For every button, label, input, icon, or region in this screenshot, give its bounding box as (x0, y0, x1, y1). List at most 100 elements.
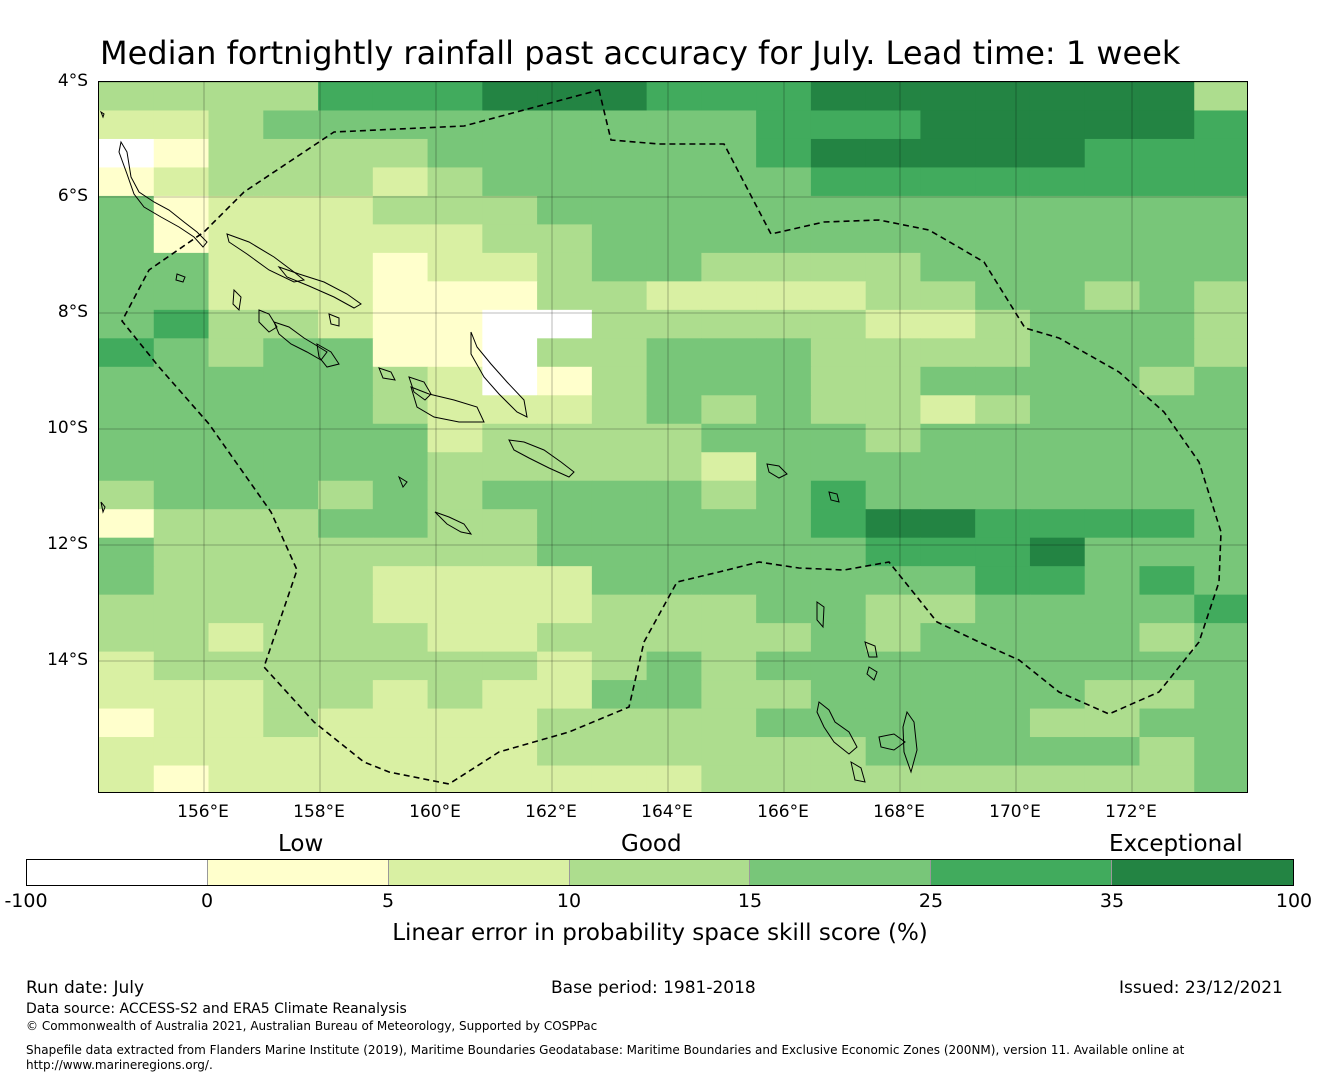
skill-cell (591, 110, 648, 140)
skill-cell (975, 366, 1031, 396)
skill-cell (591, 623, 648, 653)
skill-cell (372, 338, 429, 368)
skill-cell (372, 708, 429, 738)
skill-cell (810, 224, 867, 254)
skill-cell (1084, 110, 1141, 140)
skill-cell (427, 195, 483, 225)
skill-cell (920, 708, 976, 738)
skill-cell (1029, 195, 1086, 225)
eez-boundary (121, 89, 1222, 785)
skill-cell (756, 195, 812, 225)
skill-cell (537, 566, 593, 596)
skill-cell (865, 366, 922, 396)
skill-grid (99, 82, 1247, 792)
skill-cell (756, 82, 812, 112)
skill-cell (263, 423, 319, 453)
skill-cell (646, 566, 702, 596)
skill-cell (810, 167, 867, 197)
skill-cell (208, 623, 264, 653)
skill-cell (318, 195, 374, 225)
skill-cell (810, 623, 867, 653)
skill-cell (701, 252, 757, 282)
skill-cell (920, 252, 976, 282)
skill-cell (1194, 224, 1247, 254)
issued-date: Issued: 23/12/2021 (1119, 978, 1283, 998)
skill-cell (208, 82, 264, 112)
skill-cell (701, 167, 757, 197)
skill-cell (865, 167, 922, 197)
skill-cell (208, 110, 264, 140)
skill-cell (646, 110, 702, 140)
skill-cell (427, 765, 483, 792)
skill-cell (646, 594, 702, 624)
skill-cell (153, 537, 210, 567)
skill-cell (427, 737, 483, 767)
island-outline (226, 233, 306, 283)
skill-cell (646, 167, 702, 197)
skill-cell (810, 765, 867, 792)
skill-cell (646, 366, 702, 396)
lat-label: 8°S (57, 302, 88, 322)
lat-label: 12°S (47, 534, 88, 554)
skill-cell (810, 281, 867, 311)
skill-cell (263, 167, 319, 197)
skill-cell (482, 138, 538, 169)
colorbar-tick: -100 (4, 890, 48, 912)
skill-cell (537, 452, 593, 482)
skill-cell (920, 395, 976, 425)
skill-cell (208, 224, 264, 254)
skill-cell (318, 224, 374, 254)
skill-cell (1139, 138, 1195, 169)
skill-cell (920, 281, 976, 311)
skill-cell (1139, 167, 1195, 197)
skill-cell (1084, 708, 1141, 738)
skill-cell (537, 594, 593, 624)
skill-cell (920, 224, 976, 254)
skill-cell (318, 138, 374, 169)
skill-cell (372, 594, 429, 624)
skill-cell (1029, 338, 1086, 368)
skill-cell (756, 224, 812, 254)
skill-cell (1084, 338, 1141, 368)
skill-cell (701, 708, 757, 738)
skill-cell (1029, 252, 1086, 282)
skill-cell (208, 138, 264, 169)
skill-cell (1084, 423, 1141, 453)
skill-cell (1029, 309, 1086, 339)
skill-cell (701, 737, 757, 767)
skill-cell (1084, 566, 1141, 596)
skill-cell (99, 338, 155, 368)
skill-cell (1084, 594, 1141, 624)
skill-cell (318, 110, 374, 140)
skill-cell (1029, 566, 1086, 596)
skill-cell (920, 480, 976, 510)
skill-cell (372, 195, 429, 225)
skill-cell (920, 651, 976, 681)
skill-cell (646, 338, 702, 368)
skill-cell (153, 281, 210, 311)
skill-cell (920, 167, 976, 197)
skill-cell (153, 252, 210, 282)
skill-cell (318, 537, 374, 567)
base-period: Base period: 1981-2018 (551, 978, 756, 998)
skill-cell (482, 537, 538, 567)
skill-cell (810, 594, 867, 624)
skill-cell (701, 224, 757, 254)
island-outline (397, 475, 408, 488)
skill-cell (427, 423, 483, 453)
data-source: Data source: ACCESS-S2 and ERA5 Climate … (26, 1001, 407, 1017)
skill-cell (591, 338, 648, 368)
skill-cell (537, 680, 593, 710)
skill-cell (1084, 737, 1141, 767)
colorbar-tick: 10 (556, 890, 582, 912)
skill-cell (1139, 480, 1195, 510)
skill-cell (646, 509, 702, 539)
skill-cell (99, 537, 155, 567)
skill-cell (975, 594, 1031, 624)
skill-cell (1139, 594, 1195, 624)
skill-cell (1194, 651, 1247, 681)
skill-cell (99, 195, 155, 225)
skill-cell (865, 423, 922, 453)
island-outline (378, 367, 396, 381)
skill-cell (99, 708, 155, 738)
